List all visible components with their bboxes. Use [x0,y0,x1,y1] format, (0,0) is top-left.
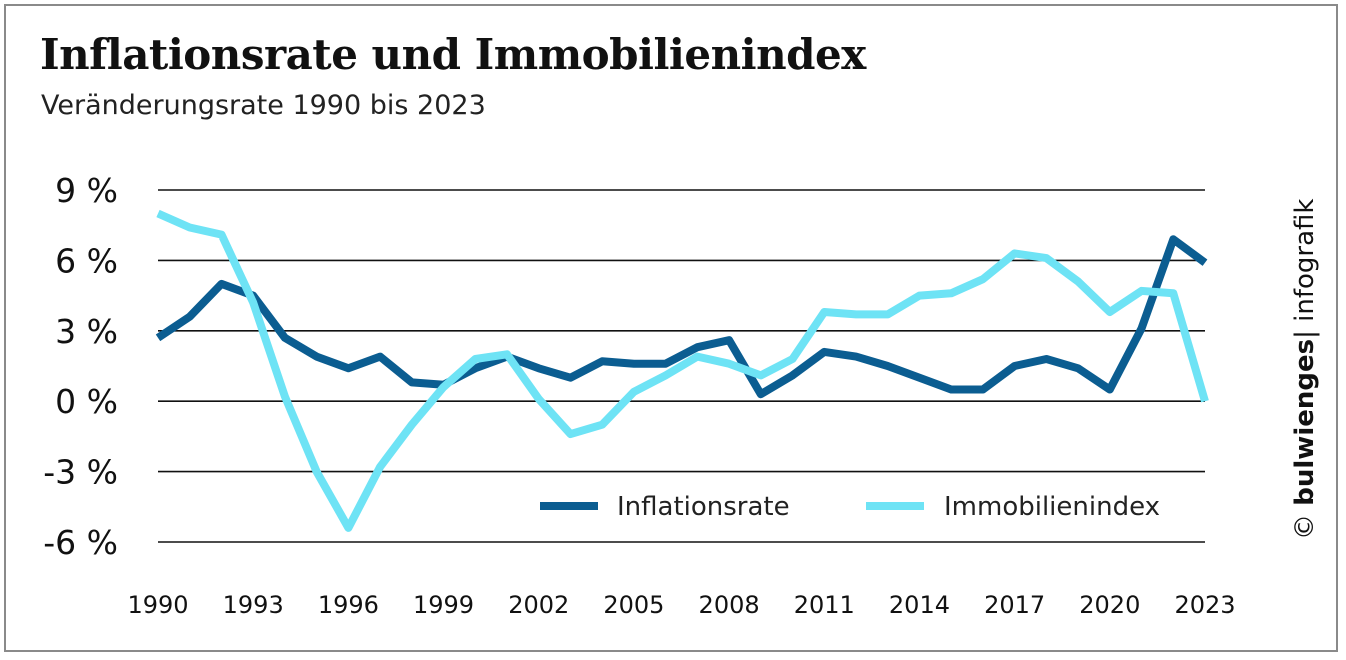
x-tick-label: 1999 [413,591,474,619]
x-tick-label: 1990 [127,591,188,619]
x-tick-label: 2023 [1174,591,1235,619]
series-line-immobilienindex [156,209,1209,532]
chart-frame [4,4,1338,652]
x-tick-label: 2017 [984,591,1045,619]
x-tick-label: 1996 [318,591,379,619]
x-tick-label: 2011 [794,591,855,619]
brand-name: bulwienges [1290,338,1320,506]
x-tick-label: 2020 [1079,591,1140,619]
y-tick-label: 3 % [55,312,118,351]
legend-label: Immobilienindex [944,492,1160,522]
chart-title: Inflationsrate und Immobilienindex [40,30,866,79]
y-tick-label: -3 % [43,453,118,492]
y-axis-ticks: 9 % 6 % 3 % 0 % -3 % -6 % [43,171,118,562]
copyright-symbol: © [1290,514,1320,540]
y-tick-label: 0 % [55,382,118,421]
legend: Inflationsrate Immobilienindex [540,492,1160,522]
series-line-inflationsrate [155,235,1208,399]
x-tick-label: 2008 [699,591,760,619]
y-tick-label: -6 % [43,523,118,562]
x-tick-label: 1993 [223,591,284,619]
credit-suffix: | infografik [1290,198,1320,339]
chart-subtitle: Veränderungsrate 1990 bis 2023 [41,90,486,121]
x-tick-label: 2014 [889,591,950,619]
source-credit: © bulwienges| infografik [1290,199,1320,540]
x-tick-label: 2005 [603,591,664,619]
legend-label: Inflationsrate [617,492,790,522]
x-tick-label: 2002 [508,591,569,619]
series-lines [155,209,1209,532]
grid-lines [158,189,1205,543]
x-axis-ticks: 1990 1993 1996 1999 2002 2005 2008 2011 2014 2017… [127,591,1235,619]
y-tick-label: 9 % [55,171,118,210]
y-tick-label: 6 % [55,241,118,280]
